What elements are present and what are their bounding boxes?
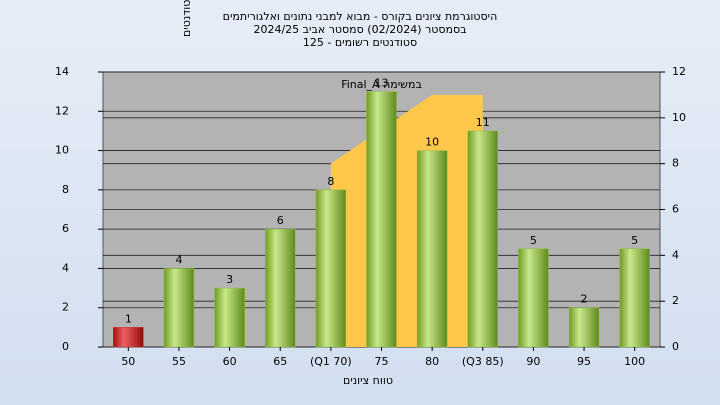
x-tick-label: 75 [375, 355, 389, 368]
value-label: 4 [175, 253, 182, 266]
y-tick-label: 2 [62, 301, 69, 314]
bar [518, 248, 549, 348]
bar [113, 327, 144, 348]
bar [467, 130, 499, 348]
bar [315, 189, 347, 348]
bar [416, 150, 448, 348]
y-axis-label: מספר סטודנטים [180, 0, 193, 37]
x-tick-label: 90 [526, 355, 540, 368]
bar [163, 268, 195, 348]
y-tick-label: 6 [62, 222, 69, 235]
value-label: 5 [631, 234, 638, 247]
chart-title: בסמסטר (02/2024) סמסטר אביב 2024/25 [253, 23, 466, 36]
bar [264, 228, 296, 348]
value-label: 5 [530, 234, 537, 247]
y-tick-label: 4 [62, 261, 69, 274]
y2-tick-label: 0 [672, 340, 679, 353]
value-label: 10 [425, 136, 439, 149]
y-tick-label: 14 [55, 65, 69, 78]
y2-tick-label: 4 [672, 248, 679, 261]
x-tick-label: 55 [172, 355, 186, 368]
y2-tick-label: 12 [672, 65, 686, 78]
y2-tick-label: 2 [672, 294, 679, 307]
x-tick-label: 65 [273, 355, 287, 368]
y-tick-label: 8 [62, 183, 69, 196]
value-label: 6 [277, 214, 284, 227]
x-tick-label: 60 [223, 355, 237, 368]
y-tick-label: 12 [55, 104, 69, 117]
y-tick-label: 10 [55, 144, 69, 157]
y2-tick-label: 8 [672, 157, 679, 170]
chart-title: היסטוגרמת ציונים בקורס - מבוא למבני נתונ… [223, 10, 498, 23]
x-tick-label: (Q1 70) [310, 355, 352, 368]
x-axis-label: טווח ציונים [343, 374, 393, 387]
bar [619, 248, 650, 348]
bar [214, 287, 245, 348]
x-tick-label: 80 [425, 355, 439, 368]
value-label: 1 [125, 312, 132, 325]
area-label: Final_A במשימה [341, 78, 422, 91]
value-label: 13 [375, 77, 389, 90]
x-tick-label: 95 [577, 355, 591, 368]
x-tick-label: 50 [121, 355, 135, 368]
y2-tick-label: 10 [672, 111, 686, 124]
y2-tick-label: 6 [672, 203, 679, 216]
x-tick-label: 100 [624, 355, 645, 368]
y-tick-label: 0 [62, 340, 69, 353]
value-label: 8 [327, 175, 334, 188]
bar [568, 307, 600, 348]
value-label: 11 [476, 116, 490, 129]
value-label: 3 [226, 273, 233, 286]
bar [366, 91, 397, 348]
x-tick-label: (Q3 85) [462, 355, 504, 368]
chart-title: סטודנטים רשומים - 125 [303, 36, 417, 49]
value-label: 2 [581, 293, 588, 306]
